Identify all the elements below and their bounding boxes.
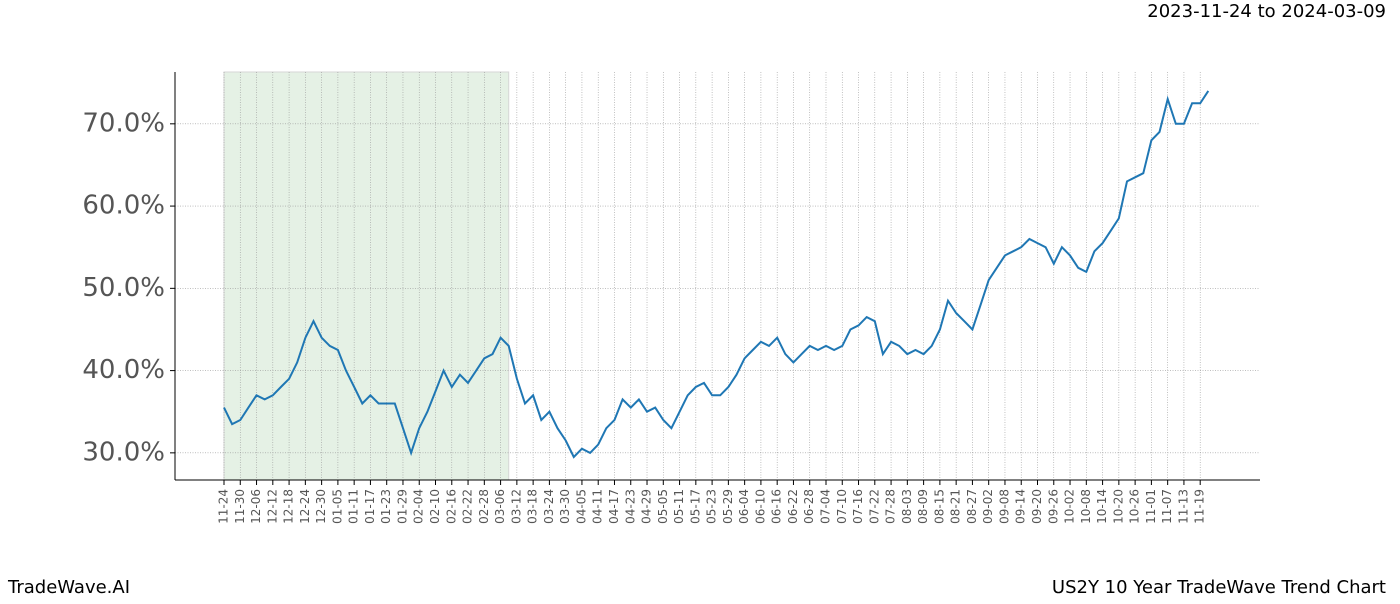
x-tick-label: 05-05 (656, 489, 670, 524)
x-tick-label: 03-12 (509, 489, 523, 524)
x-tick-label: 01-29 (395, 489, 409, 524)
x-tick-label: 01-17 (363, 489, 377, 524)
x-tick-label: 04-11 (591, 489, 605, 524)
x-tick-label: 11-01 (1144, 489, 1158, 524)
x-tick-label: 10-08 (1079, 489, 1093, 524)
x-tick-label: 10-02 (1063, 489, 1077, 524)
x-tick-label: 11-24 (217, 489, 231, 524)
x-tick-label: 09-08 (997, 489, 1011, 524)
x-tick-label: 03-18 (526, 489, 540, 524)
x-tick-label: 04-17 (607, 489, 621, 524)
x-tick-label: 01-05 (330, 489, 344, 524)
x-tick-label: 02-04 (412, 489, 426, 524)
x-tick-label: 11-30 (233, 489, 247, 524)
x-tick-label: 06-16 (770, 489, 784, 524)
chart-title: 2023-11-24 to 2024-03-09 (1147, 1, 1386, 22)
footer-right: US2Y 10 Year TradeWave Trend Chart (1052, 577, 1386, 598)
highlight-band (223, 71, 510, 481)
x-tick-label: 03-06 (493, 489, 507, 524)
y-tick-label: 60.0% (82, 191, 165, 221)
x-tick-label: 12-24 (298, 489, 312, 524)
x-tick-label: 05-17 (688, 489, 702, 524)
x-tick-label: 06-04 (737, 489, 751, 524)
footer-left: TradeWave.AI (7, 577, 130, 598)
x-tick-label: 03-24 (542, 489, 556, 524)
x-tick-label: 07-22 (867, 489, 881, 524)
x-tick-label: 02-16 (444, 489, 458, 524)
x-tick-label: 06-10 (753, 489, 767, 524)
y-tick-label: 70.0% (82, 108, 165, 138)
x-tick-label: 04-05 (574, 489, 588, 524)
x-tick-label: 11-13 (1176, 489, 1190, 524)
x-tick-label: 09-20 (1030, 489, 1044, 524)
x-tick-label: 01-23 (379, 489, 393, 524)
y-tick-label: 50.0% (82, 273, 165, 303)
y-tick-label: 40.0% (82, 355, 165, 385)
x-tick-label: 12-18 (282, 489, 296, 524)
x-tick-label: 10-26 (1128, 489, 1142, 524)
x-tick-label: 12-30 (314, 489, 328, 524)
x-tick-label: 08-03 (900, 489, 914, 524)
x-tick-label: 06-28 (802, 489, 816, 524)
x-tick-label: 02-28 (477, 489, 491, 524)
x-tick-label: 08-09 (916, 489, 930, 524)
x-tick-label: 05-23 (705, 489, 719, 524)
x-tick-label: 05-29 (721, 489, 735, 524)
x-tick-label: 09-02 (981, 489, 995, 524)
x-tick-label: 09-14 (1014, 489, 1028, 524)
x-tick-label: 10-14 (1095, 489, 1109, 524)
x-tick-label: 11-19 (1193, 489, 1207, 524)
x-tick-label: 09-26 (1046, 489, 1060, 524)
x-tick-label: 10-20 (1111, 489, 1125, 524)
x-tick-label: 08-21 (949, 489, 963, 524)
x-tick-label: 12-12 (265, 489, 279, 524)
x-tick-label: 02-22 (461, 489, 475, 524)
x-tick-label: 12-06 (249, 489, 263, 524)
x-tick-label: 11-07 (1160, 489, 1174, 524)
x-tick-label: 03-30 (558, 489, 572, 524)
x-tick-label: 02-10 (428, 489, 442, 524)
x-tick-label: 07-16 (851, 489, 865, 524)
x-tick-label: 06-22 (786, 489, 800, 524)
x-tick-label: 04-29 (640, 489, 654, 524)
x-tick-label: 08-27 (965, 489, 979, 524)
x-tick-label: 05-11 (672, 489, 686, 524)
y-tick-label: 30.0% (82, 437, 165, 467)
x-tick-label: 07-10 (835, 489, 849, 524)
x-tick-label: 07-28 (884, 489, 898, 524)
x-tick-label: 04-23 (623, 489, 637, 524)
data-line (223, 90, 1210, 459)
x-tick-label: 08-15 (932, 489, 946, 524)
x-tick-label: 01-11 (347, 489, 361, 524)
x-tick-label: 07-04 (818, 489, 832, 524)
